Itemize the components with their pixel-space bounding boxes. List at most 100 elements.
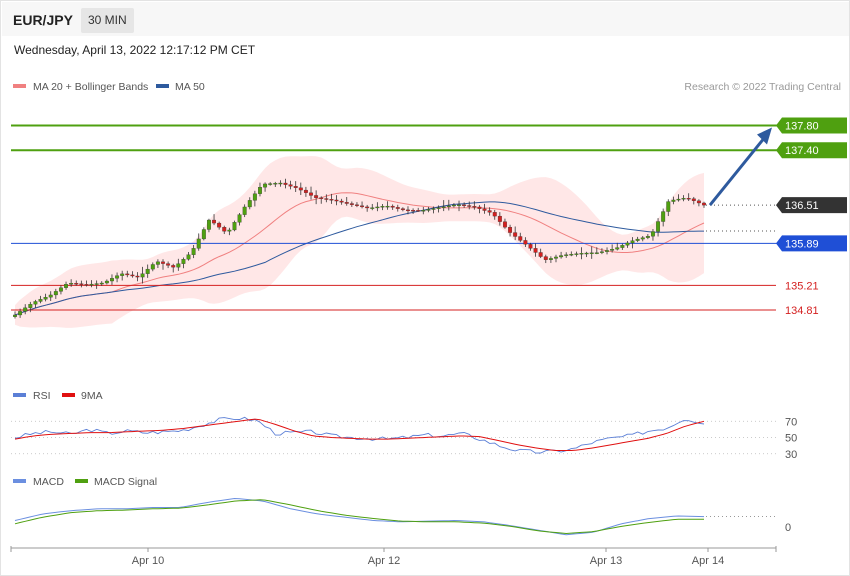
rsi-ma-legend-label: 9MA [81,390,103,402]
bollinger-band-layer [15,156,704,328]
candle-body [691,198,696,201]
candle-body [339,200,344,203]
candle-body [365,206,370,209]
forecast-arrow-shaft [708,133,769,207]
rsi-level-label: 50 [785,433,797,445]
candle-body [18,311,23,316]
candle-body [584,252,589,255]
candle-body [263,183,268,188]
candle-body [344,202,349,204]
candle-body [303,189,308,193]
candle-body [242,206,247,215]
candle-body [615,247,620,250]
candle-body [564,254,569,256]
candle-body [23,307,28,312]
candle-body [681,198,686,200]
candle-body [53,291,58,296]
macd-legend-label: MACD [33,476,64,488]
rsi-level-label: 30 [785,449,797,461]
candle-body [125,273,130,276]
candle-body [671,199,676,202]
candle-body [104,280,109,284]
macd-signal-legend-swatch [75,479,88,483]
macd-signal-legend-label: MACD Signal [94,476,157,488]
candle-body [33,301,38,305]
ma50-legend-label: MA 50 [175,81,205,93]
candle-body [605,250,609,252]
time-tick-label: Apr 14 [692,555,724,567]
candle-body [446,205,451,208]
candle-body [217,222,222,228]
candle-body [247,200,252,208]
candle-body [252,193,257,201]
timeframe-button[interactable]: 30 MIN [81,8,134,33]
candle-body [298,187,303,191]
macd-legend: MACD MACD Signal [13,476,157,488]
candle-body [130,274,135,277]
candle-body [702,202,706,206]
last-price-label: 136.51 [785,200,819,212]
ma50-legend-swatch [156,84,169,88]
candle-body [74,283,79,285]
candle-body [457,204,461,206]
rsi-legend-swatch [13,393,26,397]
candle-body [651,231,655,237]
candle-body [176,263,181,268]
candle-body [385,205,390,208]
candle-body [492,212,497,217]
candle-body [543,256,548,260]
timestamp: Wednesday, April 13, 2022 12:17:12 PM CE… [14,43,256,57]
candle-body [472,206,477,208]
candle-body [635,238,640,241]
candle-body [201,229,206,240]
candle-body [329,199,334,201]
candle-body [278,182,283,185]
candle-body [508,227,513,233]
candle-body [155,261,160,265]
candle-body [462,204,467,206]
candle-body [283,182,288,185]
candle-body [569,254,574,256]
candle-body [559,255,564,258]
candle-body [212,219,216,224]
candle-body [334,199,339,202]
candle-body [360,205,365,208]
candle-body [395,207,400,209]
candle-body [150,264,155,270]
bollinger-band [15,156,704,328]
candle-body [497,215,502,222]
candle-body [145,268,150,274]
candle-body [523,240,528,245]
candle-body [630,240,635,244]
candle-body [625,242,630,246]
rsi-line [14,416,705,454]
rsi-level-label: 70 [785,416,797,428]
candle-body [589,252,594,254]
ma20-legend-swatch [13,84,26,88]
candle-body [349,203,354,205]
candle-body [696,200,701,204]
last-price-badge [776,197,847,214]
candle-body [431,208,436,210]
time-tick-label: Apr 12 [368,555,400,567]
candle-body [421,210,426,212]
candle-body [161,261,165,264]
candle-body [206,219,211,230]
macd-legend-swatch [13,479,26,483]
candle-body [191,248,196,255]
candle-body [436,207,441,209]
candle-body [319,197,324,199]
candle-body [48,294,53,298]
candle-body [222,227,227,232]
candle-body [554,256,558,259]
candle-body [375,206,380,209]
candle-body [354,204,359,206]
candle-body [171,265,176,268]
candle-body [538,252,543,257]
candle-body [416,210,421,212]
rsi-legend-label: RSI [33,390,51,402]
time-tick-label: Apr 10 [132,555,164,567]
candle-body [324,198,329,200]
candle-body [186,254,191,260]
candle-body [656,221,661,232]
